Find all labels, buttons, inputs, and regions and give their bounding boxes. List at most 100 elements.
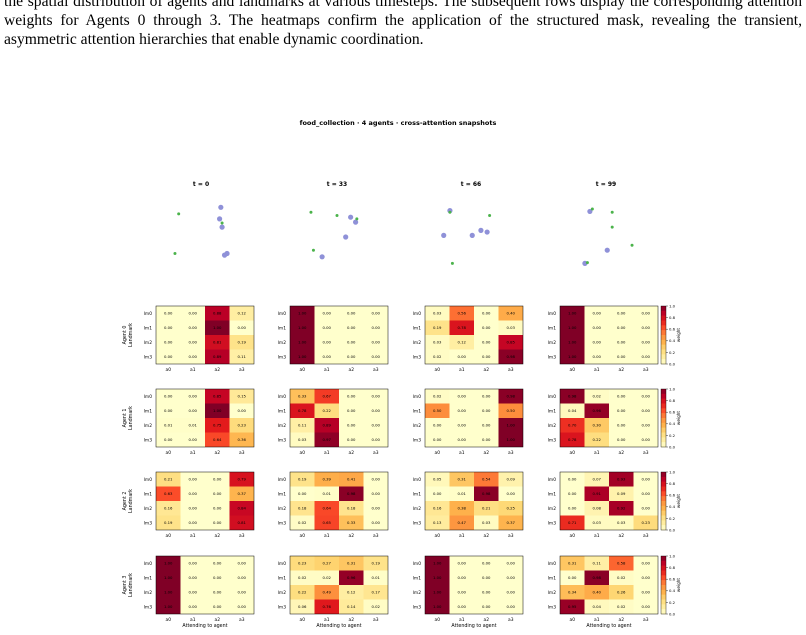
heat-cell [339, 472, 364, 487]
colorbar-segment [661, 556, 666, 562]
landmark-point [355, 217, 359, 221]
heat-cell [498, 501, 523, 516]
heat-cell [633, 556, 658, 571]
heat-cell [474, 585, 499, 600]
heat-cell [205, 556, 230, 571]
colorbar-segment [661, 418, 666, 424]
heat-cell [363, 570, 388, 585]
colorbar-tick-label: 0.6 [669, 327, 676, 332]
cell-value: 0.00 [189, 437, 198, 442]
heat-cell [229, 389, 254, 404]
cell-value: 1.00 [433, 561, 442, 566]
heat-cell [584, 486, 609, 501]
heat-cell [180, 501, 205, 516]
cell-value: 0.05 [433, 477, 442, 482]
cell-value: 0.31 [458, 477, 467, 482]
cell-value: 0.00 [189, 590, 198, 595]
cell-value: 1.00 [433, 590, 442, 595]
colorbar-segment [661, 354, 666, 360]
landmark-point [585, 261, 589, 265]
heatmap-frame [424, 555, 524, 615]
heat-cell [156, 306, 181, 321]
heat-cell [363, 320, 388, 335]
y-tick-label: lm3 [413, 354, 421, 360]
heat-cell [584, 389, 609, 404]
heat-cell [560, 585, 585, 600]
cell-value: 0.00 [433, 437, 442, 442]
colorbar-segment [661, 501, 666, 507]
cell-value: 0.49 [323, 590, 332, 595]
row-label: Landmark [128, 406, 134, 430]
x-tick-label: a2 [215, 533, 221, 539]
cell-value: 0.00 [372, 311, 381, 316]
cell-value: 0.06 [298, 604, 307, 609]
cell-value: 0.93 [617, 477, 626, 482]
cell-value: 0.00 [189, 520, 198, 525]
colorbar-segment [661, 481, 666, 487]
heat-cell [180, 389, 205, 404]
heat-cell [498, 486, 523, 501]
cell-value: 0.00 [189, 354, 198, 359]
x-tick-label: a3 [373, 533, 379, 539]
cell-value: 0.00 [593, 354, 602, 359]
cell-value: 0.00 [617, 311, 626, 316]
heat-cell [449, 570, 474, 585]
y-tick-label: lm3 [144, 354, 152, 360]
heat-cell [560, 570, 585, 585]
heat-cell [290, 486, 315, 501]
cell-value: 0.54 [482, 477, 491, 482]
colorbar-segment [661, 599, 666, 605]
cell-value: 0.16 [164, 506, 173, 511]
colorbar-tick-label: 1.0 [669, 469, 676, 474]
x-tick-label: a1 [190, 533, 196, 539]
x-tick-label: a0 [166, 367, 172, 373]
landmark-point [610, 225, 614, 229]
heat-cell [363, 418, 388, 433]
heatmap-frame [289, 555, 389, 615]
heat-cell [290, 432, 315, 447]
y-tick-label: lm1 [144, 575, 152, 581]
cell-value: 0.19 [433, 325, 442, 330]
timestep-title: t = 0 [193, 181, 209, 188]
colorbar-tick-label: 0.2 [669, 600, 676, 605]
cell-value: 0.00 [189, 604, 198, 609]
heat-cell [449, 599, 474, 614]
cell-value: 0.00 [347, 325, 356, 330]
cell-value: 0.00 [433, 491, 442, 496]
landmark-point [448, 210, 452, 214]
heat-cell [584, 585, 609, 600]
cell-value: 0.13 [433, 520, 442, 525]
heat-cell [584, 320, 609, 335]
cell-value: 0.09 [617, 491, 626, 496]
colorbar-tick-label: 0.0 [669, 444, 676, 449]
heat-cell [205, 472, 230, 487]
heat-cell [474, 349, 499, 364]
heat-cell [633, 432, 658, 447]
heat-cell [425, 472, 450, 487]
colorbar-segment [661, 476, 666, 482]
colorbar-segment [661, 310, 666, 316]
colorbar-segment [661, 575, 666, 581]
landmark-point [488, 214, 492, 218]
cell-value: 0.00 [347, 394, 356, 399]
cell-value: 0.88 [213, 311, 222, 316]
cell-value: 0.00 [482, 437, 491, 442]
x-tick-label: a3 [373, 450, 379, 456]
cell-value: 0.00 [482, 340, 491, 345]
colorbar-segment [661, 359, 666, 365]
colorbar-segment [661, 580, 666, 586]
heat-cell [339, 599, 364, 614]
colorbar-segment [661, 306, 666, 312]
cell-value: 0.14 [347, 604, 356, 609]
cell-value: 0.02 [298, 520, 307, 525]
heat-cell [560, 599, 585, 614]
cell-value: 0.03 [617, 520, 626, 525]
cell-value: 0.02 [617, 604, 626, 609]
heat-cell [229, 306, 254, 321]
colorbar-tick-label: 0.2 [669, 350, 676, 355]
heat-cell [449, 585, 474, 600]
colorbar-segment [661, 344, 666, 350]
cell-value: 0.37 [507, 520, 516, 525]
heat-cell [229, 418, 254, 433]
